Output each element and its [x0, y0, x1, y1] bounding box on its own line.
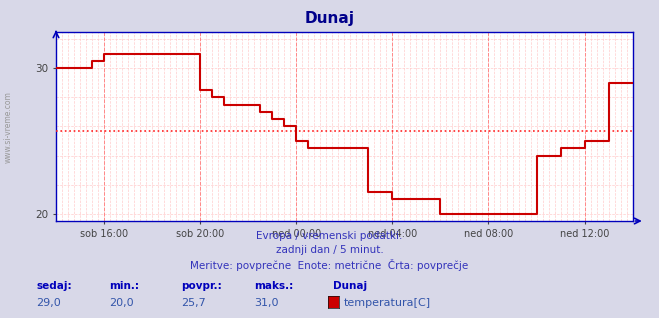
Text: maks.:: maks.:	[254, 281, 293, 291]
Text: 31,0: 31,0	[254, 298, 278, 308]
Text: povpr.:: povpr.:	[181, 281, 222, 291]
Text: temperatura[C]: temperatura[C]	[344, 298, 431, 308]
Text: sedaj:: sedaj:	[36, 281, 72, 291]
Text: min.:: min.:	[109, 281, 139, 291]
Text: www.si-vreme.com: www.si-vreme.com	[3, 91, 13, 163]
Text: 20,0: 20,0	[109, 298, 133, 308]
Text: Meritve: povprečne  Enote: metrične  Črta: povprečje: Meritve: povprečne Enote: metrične Črta:…	[190, 259, 469, 271]
Text: zadnji dan / 5 minut.: zadnji dan / 5 minut.	[275, 245, 384, 255]
Text: Dunaj: Dunaj	[333, 281, 367, 291]
Text: Evropa / vremenski podatki.: Evropa / vremenski podatki.	[256, 231, 403, 240]
Text: 29,0: 29,0	[36, 298, 61, 308]
Text: Dunaj: Dunaj	[304, 11, 355, 26]
Text: 25,7: 25,7	[181, 298, 206, 308]
